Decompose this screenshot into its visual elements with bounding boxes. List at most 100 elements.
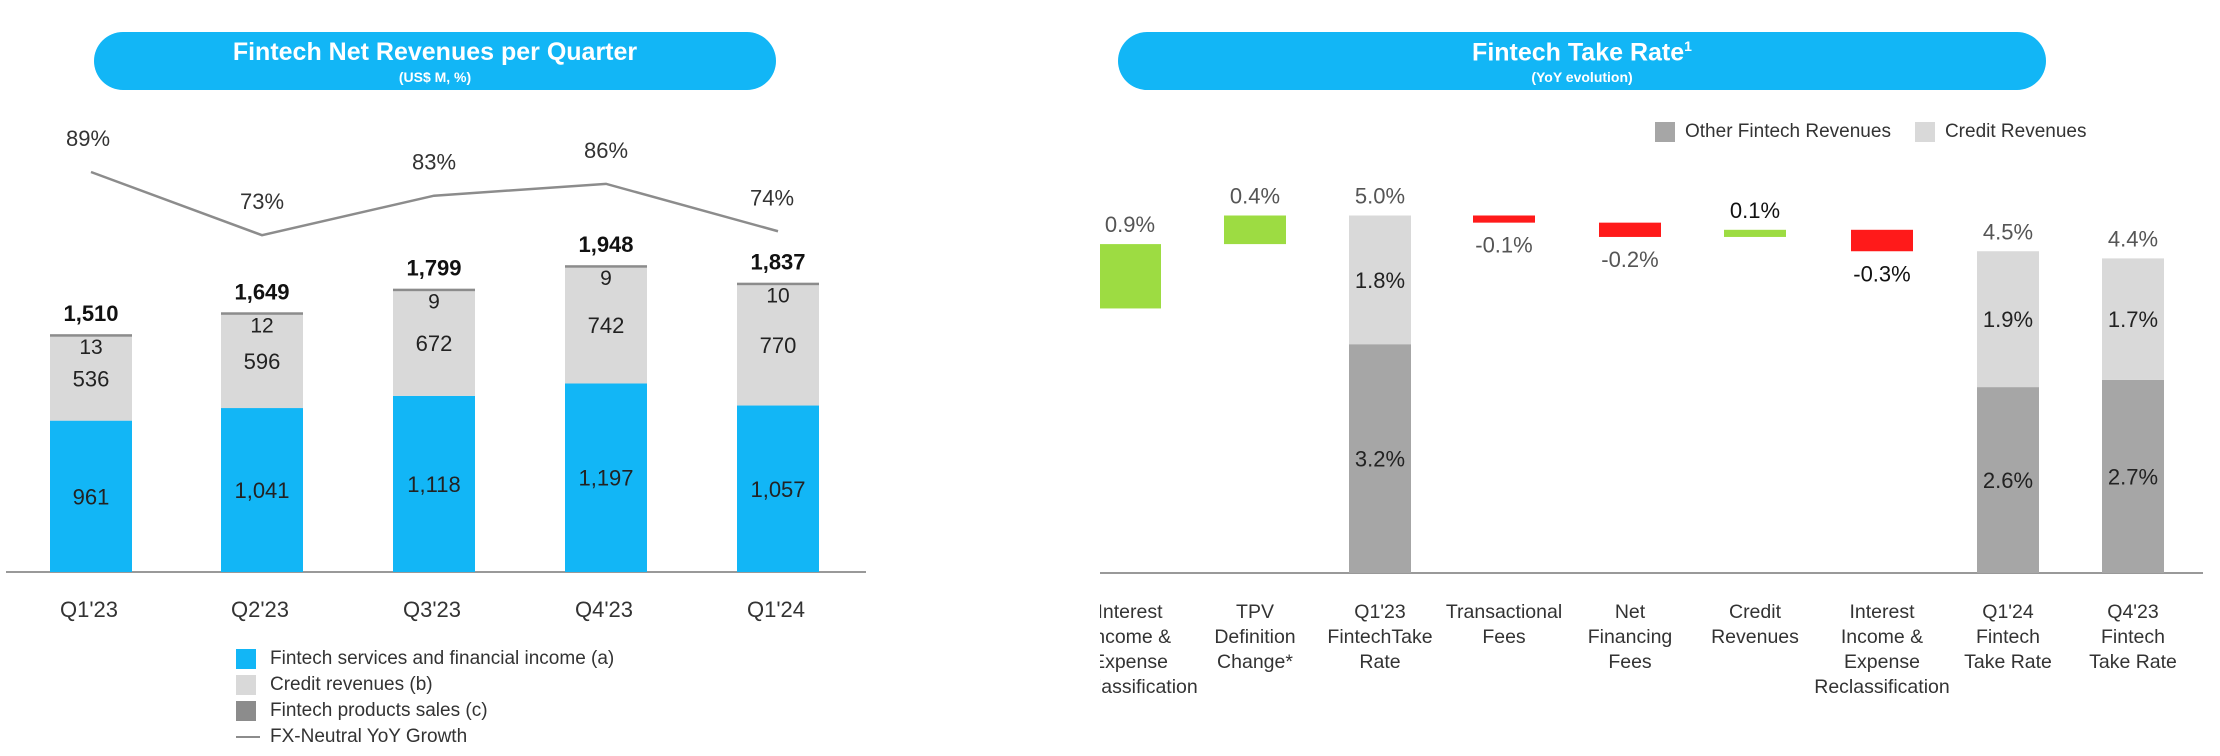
- delta-label: 0.9%: [1105, 212, 1155, 237]
- x-tick-label: Interest: [1100, 601, 1163, 623]
- legend-label: FX-Neutral YoY Growth: [270, 726, 468, 747]
- growth-label: 89%: [66, 126, 110, 151]
- legend-label: Other Fintech Revenues: [1685, 121, 1891, 142]
- x-tick-label: Q1'24: [1982, 601, 2034, 623]
- bar-segment-credit: [2102, 258, 2164, 380]
- bar-total-label: 5.0%: [1355, 184, 1405, 209]
- x-tick-label: Q2'23: [231, 597, 289, 622]
- legend-item: FX-Neutral YoY Growth: [236, 724, 614, 750]
- delta-label: -0.1%: [1475, 233, 1532, 258]
- legend-label: Credit Revenues: [1944, 121, 2087, 142]
- legend-item: Credit Revenues: [1914, 119, 2087, 145]
- bar-label-credit: 536: [73, 366, 110, 391]
- fintech-net-revenues-panel: Fintech Net Revenues per Quarter (US$ M,…: [0, 0, 1100, 756]
- bar-label-other: 3.2%: [1355, 447, 1405, 472]
- x-tick-label: Q3'23: [403, 597, 461, 622]
- legend-swatch: [1914, 122, 1935, 142]
- bar-segment-credit: [1349, 215, 1411, 345]
- x-tick-label: Q1'23: [60, 597, 118, 622]
- bar-segment-products: [221, 312, 303, 315]
- bar-segment-services: [50, 420, 132, 572]
- bar-label-credit: 672: [416, 331, 453, 356]
- legend-label: Fintech services and financial income (a…: [270, 648, 615, 669]
- delta-bar-positive: [1724, 229, 1786, 237]
- x-tick-label: Credit: [1729, 601, 1782, 623]
- right-chart-title: Fintech Take Rate1: [1118, 38, 2046, 67]
- growth-line: [90, 170, 779, 237]
- x-tick-label: Fintech: [1976, 626, 2040, 648]
- legend-swatch: [236, 649, 256, 669]
- x-tick-label: Fees: [1608, 651, 1652, 673]
- x-tick-label: Expense: [1844, 651, 1920, 673]
- bar-label-services: 1,041: [234, 478, 289, 503]
- x-tick-label: Net: [1615, 601, 1646, 623]
- growth-label: 74%: [750, 185, 794, 210]
- x-tick-label: Reclassification: [1100, 676, 1198, 698]
- x-tick-label: Take Rate: [2089, 651, 2177, 673]
- x-tick-label: Q4'23: [575, 597, 633, 622]
- x-tick-label: Q1'23: [1354, 601, 1405, 623]
- fintech-revenues-chart: 961 536 13 1,510 Q1'23 1,041 596 12 1,649 Q2'23 1,…: [6, 126, 866, 622]
- bar-label-services: 961: [73, 484, 110, 509]
- x-tick-label: Q1'24: [747, 597, 805, 622]
- bar-total-label: 1,799: [406, 256, 461, 281]
- bar-segment-credit: [50, 336, 132, 421]
- legend-swatch: [236, 701, 256, 721]
- x-tick-label: Take Rate: [1964, 651, 2052, 673]
- delta-bar-negative: [1473, 215, 1535, 223]
- delta-bar-positive: [1224, 215, 1286, 245]
- legend-label: Credit revenues (b): [270, 674, 433, 695]
- x-tick-label: FintechTake: [1327, 626, 1432, 648]
- right-legend: Other Fintech Revenues Credit Revenues: [1655, 119, 2110, 145]
- x-tick-label: Change*: [1217, 651, 1293, 673]
- delta-bar-positive: [1100, 244, 1161, 309]
- bar-label-services: 1,197: [578, 466, 633, 491]
- legend-item: Other Fintech Revenues: [1655, 119, 1891, 145]
- bar-segment-services: [565, 383, 647, 572]
- x-tick-label: Revenues: [1711, 626, 1799, 648]
- bar-label-products: 9: [600, 267, 612, 290]
- bar-segment-credit: [565, 266, 647, 384]
- bar-total-label: 1,948: [578, 232, 633, 257]
- right-chart-title-banner: Fintech Take Rate1 (YoY evolution): [1118, 32, 2046, 90]
- x-tick-label: TPV: [1236, 601, 1274, 623]
- bar-segment-products: [393, 288, 475, 292]
- bar-total-label: 4.4%: [2108, 226, 2158, 251]
- legend-item: Credit revenues (b): [236, 672, 614, 698]
- bar-segment-products: [565, 265, 647, 268]
- delta-label: 0.1%: [1730, 198, 1780, 223]
- legend-item: Fintech products sales (c): [236, 698, 614, 724]
- bar-segment-products: [50, 334, 132, 337]
- x-tick-label: Expense: [1100, 651, 1168, 673]
- bar-segment-credit: [1977, 251, 2039, 388]
- x-tick-label: Fintech: [2101, 626, 2165, 648]
- bar-label-credit: 1.8%: [1355, 268, 1405, 293]
- left-chart-subtitle: (US$ M, %): [398, 69, 472, 85]
- bar-label-services: 1,118: [407, 472, 460, 497]
- x-tick-label: Income &: [1841, 626, 1923, 648]
- bar-segment-services: [393, 395, 475, 572]
- right-chart-subtitle: (YoY evolution): [1531, 69, 1633, 86]
- bar-label-products: 10: [766, 285, 789, 308]
- bar-label-other: 2.6%: [1983, 468, 2033, 493]
- left-chart-title: Fintech Net Revenues per Quarter: [232, 38, 638, 66]
- left-legend: Fintech services and financial income (a…: [236, 646, 614, 750]
- bar-segment-credit: [221, 314, 303, 409]
- legend-item: Fintech services and financial income (a…: [236, 646, 614, 672]
- right-title-text: Fintech Take Rate: [1472, 38, 1685, 67]
- bar-label-products: 12: [250, 314, 273, 337]
- left-chart-title-banner: Fintech Net Revenues per Quarter (US$ M,…: [94, 32, 776, 90]
- delta-bar-negative: [1851, 229, 1913, 252]
- bar-segment-services: [221, 408, 303, 572]
- bar-total-label: 4.5%: [1983, 219, 2033, 244]
- bar-segment-credit: [393, 290, 475, 396]
- bar-label-products: 9: [428, 291, 440, 314]
- bar-label-credit: 1.9%: [1983, 307, 2033, 332]
- bar-total-label: 1,837: [750, 250, 805, 275]
- bar-label-credit: 1.7%: [2108, 307, 2158, 332]
- growth-label: 86%: [584, 138, 628, 163]
- bar-label-products: 13: [79, 336, 102, 359]
- x-tick-label: Income &: [1100, 626, 1171, 648]
- growth-label: 73%: [240, 189, 284, 214]
